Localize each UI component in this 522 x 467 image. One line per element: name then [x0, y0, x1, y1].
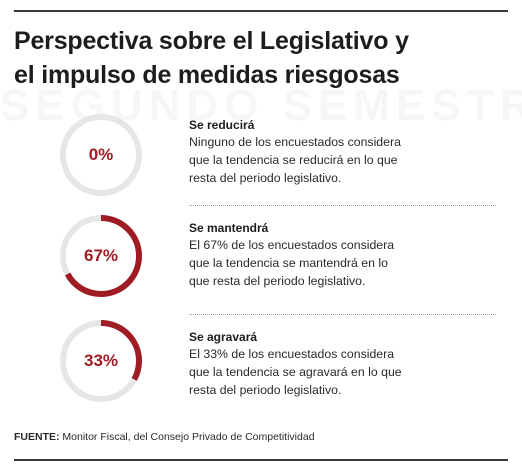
category-label: Se agravará: [189, 330, 258, 344]
description-line: que resta del periodo legislativo.: [189, 274, 366, 288]
item-se-mantendra: 67% Se mantendrá El 67% de los encuestad…: [0, 213, 522, 313]
source-label: FUENTE:: [14, 431, 60, 443]
description-line: que la tendencia se agravará en lo que: [189, 365, 402, 379]
description-line: Ninguno de los encuestados considera: [189, 135, 401, 149]
value-label: 33%: [83, 351, 119, 370]
description: Ninguno de los encuestados considera que…: [189, 133, 489, 187]
bottom-rule: [14, 459, 508, 461]
donut-track: [60, 114, 142, 196]
description-line: El 33% de los encuestados considera: [189, 347, 395, 361]
top-rule: [14, 10, 508, 12]
description: El 67% de los encuestados considera que …: [189, 236, 489, 290]
value-label: 0%: [88, 145, 114, 164]
donut-arc: [60, 215, 142, 297]
source-text: Monitor Fiscal, del Consejo Privado de C…: [59, 431, 315, 443]
source-note: FUENTE: Monitor Fiscal, del Consejo Priv…: [14, 431, 315, 443]
title-line-2: el impulso de medidas riesgosas: [14, 61, 400, 89]
title-line-1: Perspectiva sobre el Legislativo y: [14, 27, 409, 55]
item-se-reducira: 0% Se reducirá Ninguno de los encuestado…: [0, 112, 522, 212]
description-line: resta del periodo legislativo.: [189, 383, 342, 397]
description-line: El 67% de los encuestados considera: [189, 238, 395, 252]
donut-arc: [60, 320, 142, 402]
description-line: resta del periodo legislativo.: [189, 171, 342, 185]
description: El 33% de los encuestados considera que …: [189, 345, 489, 399]
category-label: Se reducirá: [189, 118, 255, 132]
description-line: que la tendencia se mantendrá en lo: [189, 256, 388, 270]
donut-se-agravara: [60, 320, 142, 402]
description-line: que la tendencia se reducirá en lo que: [189, 153, 398, 167]
donut-se-mantendra: [60, 215, 142, 297]
separator: [189, 205, 496, 206]
category-label: Se mantendrá: [189, 221, 269, 235]
item-se-agravara: 33% Se agravará El 33% de los encuestado…: [0, 318, 522, 418]
separator: [189, 314, 496, 315]
value-label: 67%: [83, 246, 119, 265]
donut-se-reducira: [60, 114, 142, 196]
chart-title: Perspectiva sobre el Legislativo y el im…: [14, 24, 494, 92]
